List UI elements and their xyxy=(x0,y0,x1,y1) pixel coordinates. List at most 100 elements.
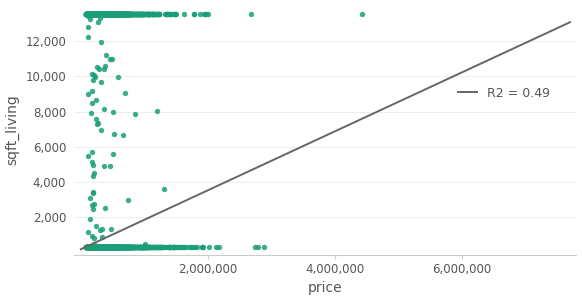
Point xyxy=(88,245,97,250)
Point xyxy=(100,12,109,17)
Point xyxy=(93,245,102,250)
Point xyxy=(101,245,110,250)
Point xyxy=(101,245,110,250)
Point xyxy=(108,245,117,250)
Point xyxy=(122,245,132,250)
Point xyxy=(103,12,112,17)
Point xyxy=(198,245,207,250)
Point xyxy=(91,245,101,250)
Point xyxy=(81,12,91,17)
Point xyxy=(88,12,98,17)
Point xyxy=(93,245,102,250)
Point xyxy=(103,245,112,250)
Point xyxy=(87,12,96,17)
Point xyxy=(108,12,118,17)
Point xyxy=(154,12,164,17)
Point xyxy=(138,12,147,17)
Point xyxy=(88,245,97,250)
Point xyxy=(91,12,100,17)
Point xyxy=(95,12,105,17)
Point xyxy=(91,12,100,17)
Point xyxy=(151,245,161,250)
Point xyxy=(88,12,98,17)
Point xyxy=(87,202,97,207)
Point xyxy=(93,12,102,17)
Point xyxy=(115,245,124,250)
Point xyxy=(123,12,133,17)
Point xyxy=(120,245,129,250)
Point xyxy=(120,12,130,17)
Point xyxy=(89,245,98,250)
Point xyxy=(93,12,102,17)
Point xyxy=(126,245,136,250)
Point xyxy=(88,245,98,250)
Point xyxy=(94,245,104,250)
Point xyxy=(115,245,124,250)
Point xyxy=(91,12,101,17)
Point xyxy=(147,245,157,250)
Point xyxy=(101,245,111,250)
Point xyxy=(83,245,92,250)
Point xyxy=(100,12,109,17)
Point xyxy=(93,245,102,250)
Point xyxy=(98,245,107,250)
Point xyxy=(90,245,100,250)
Point xyxy=(139,245,148,250)
Point xyxy=(92,12,101,17)
Point xyxy=(116,245,125,250)
Point xyxy=(108,245,117,250)
Point xyxy=(98,12,108,17)
Point xyxy=(113,12,123,17)
Point xyxy=(119,12,129,17)
Point xyxy=(91,12,101,17)
Point xyxy=(132,245,141,250)
Point xyxy=(140,245,149,250)
Point xyxy=(98,12,107,17)
Point xyxy=(96,245,105,250)
Point xyxy=(89,12,98,17)
Point xyxy=(101,245,111,250)
Point xyxy=(99,245,108,250)
Point xyxy=(112,245,122,250)
Point xyxy=(97,245,107,250)
Point xyxy=(96,12,105,17)
Point xyxy=(107,245,116,250)
Point xyxy=(102,12,112,17)
Point xyxy=(99,12,108,17)
Point xyxy=(108,12,117,17)
Point xyxy=(97,245,107,250)
Point xyxy=(93,12,102,17)
Point xyxy=(115,12,124,17)
Point xyxy=(85,245,94,250)
Point xyxy=(92,245,101,250)
Point xyxy=(136,245,146,250)
Point xyxy=(121,245,130,250)
Point xyxy=(145,245,154,250)
Point xyxy=(92,12,101,17)
Point xyxy=(148,12,158,17)
Point xyxy=(95,12,105,17)
Point xyxy=(100,245,109,250)
Point xyxy=(93,245,102,250)
Point xyxy=(93,245,102,250)
Point xyxy=(141,245,150,250)
Point xyxy=(96,12,105,17)
Point xyxy=(99,245,108,250)
Point xyxy=(109,12,119,17)
Point xyxy=(98,12,107,17)
Point xyxy=(105,245,114,250)
Point xyxy=(147,245,156,250)
Point xyxy=(92,12,101,17)
Point xyxy=(85,245,94,250)
Point xyxy=(116,245,126,250)
Point xyxy=(117,245,126,250)
Point xyxy=(111,12,120,17)
Point xyxy=(96,245,105,250)
Point xyxy=(84,12,93,17)
Point xyxy=(103,245,112,250)
Y-axis label: sqft_living: sqft_living xyxy=(6,95,20,166)
Point xyxy=(111,12,120,17)
Point xyxy=(85,245,94,250)
Point xyxy=(87,12,97,17)
Point xyxy=(125,245,134,250)
